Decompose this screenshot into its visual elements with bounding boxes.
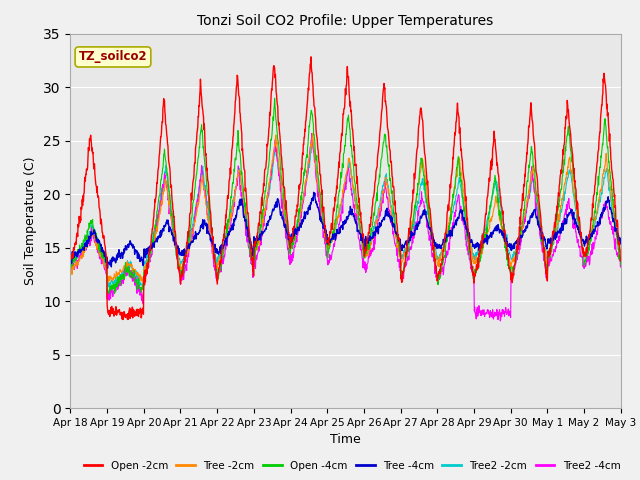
Tree2 -4cm	[250, 263, 258, 269]
Y-axis label: Soil Temperature (C): Soil Temperature (C)	[24, 156, 38, 285]
Tree -4cm	[552, 231, 560, 237]
Tree -4cm	[617, 240, 625, 245]
Tree2 -2cm	[617, 248, 625, 253]
Tree2 -4cm	[617, 264, 625, 270]
Tree2 -4cm	[504, 309, 511, 315]
Open -2cm	[617, 258, 625, 264]
Tree2 -4cm	[308, 131, 316, 136]
Open -2cm	[67, 250, 74, 256]
Tree -2cm	[67, 262, 74, 267]
Open -4cm	[67, 268, 74, 274]
Line: Tree -4cm: Tree -4cm	[70, 192, 621, 268]
Tree -4cm	[432, 240, 440, 245]
Line: Open -2cm: Open -2cm	[70, 57, 621, 320]
Tree -2cm	[176, 263, 184, 268]
Tree2 -2cm	[67, 259, 74, 265]
Open -4cm	[432, 266, 440, 272]
Open -2cm	[176, 271, 184, 277]
Tree -4cm	[189, 239, 197, 245]
Open -2cm	[119, 317, 127, 323]
Text: TZ_soilco2: TZ_soilco2	[79, 50, 147, 63]
Tree2 -2cm	[504, 244, 511, 250]
Line: Tree2 -4cm: Tree2 -4cm	[70, 133, 621, 321]
Open -2cm	[189, 177, 197, 183]
Tree -2cm	[504, 251, 511, 257]
Tree -2cm	[617, 248, 625, 253]
Tree2 -2cm	[432, 246, 440, 252]
Tree2 -2cm	[251, 246, 259, 252]
Tree -4cm	[104, 265, 111, 271]
Tree2 -4cm	[431, 261, 439, 266]
Open -4cm	[251, 257, 259, 263]
Title: Tonzi Soil CO2 Profile: Upper Temperatures: Tonzi Soil CO2 Profile: Upper Temperatur…	[198, 14, 493, 28]
Tree2 -2cm	[176, 257, 184, 263]
Open -2cm	[504, 255, 511, 261]
Open -4cm	[617, 262, 625, 267]
Tree -2cm	[308, 131, 316, 136]
Open -4cm	[271, 96, 278, 101]
Legend: Open -2cm, Tree -2cm, Open -4cm, Tree -4cm, Tree2 -2cm, Tree2 -4cm: Open -2cm, Tree -2cm, Open -4cm, Tree -4…	[79, 456, 625, 475]
Open -2cm	[552, 217, 560, 223]
Tree -4cm	[504, 242, 511, 248]
Open -4cm	[189, 200, 197, 205]
Tree2 -2cm	[308, 137, 316, 143]
Open -2cm	[251, 244, 259, 250]
Tree2 -4cm	[552, 245, 560, 251]
Line: Tree2 -2cm: Tree2 -2cm	[70, 140, 621, 287]
Tree -4cm	[310, 190, 317, 195]
Tree -4cm	[251, 244, 259, 250]
Tree -4cm	[67, 256, 74, 262]
Tree2 -4cm	[189, 236, 196, 241]
Tree -2cm	[552, 228, 560, 233]
Open -4cm	[111, 291, 118, 297]
Open -2cm	[307, 54, 315, 60]
Tree2 -2cm	[105, 284, 113, 290]
Line: Open -4cm: Open -4cm	[70, 98, 621, 294]
Open -4cm	[504, 255, 511, 261]
Tree2 -2cm	[189, 219, 197, 225]
Tree -2cm	[189, 228, 197, 234]
Tree -4cm	[176, 252, 184, 258]
Open -4cm	[176, 268, 184, 274]
Open -4cm	[552, 218, 560, 224]
Tree -2cm	[139, 279, 147, 285]
Tree2 -4cm	[497, 318, 504, 324]
X-axis label: Time: Time	[330, 433, 361, 446]
Open -2cm	[432, 267, 440, 273]
Tree2 -4cm	[175, 269, 183, 275]
Tree -2cm	[432, 256, 440, 262]
Tree2 -2cm	[552, 228, 560, 233]
Line: Tree -2cm: Tree -2cm	[70, 133, 621, 282]
Tree -2cm	[251, 249, 259, 254]
Tree2 -4cm	[67, 266, 74, 272]
